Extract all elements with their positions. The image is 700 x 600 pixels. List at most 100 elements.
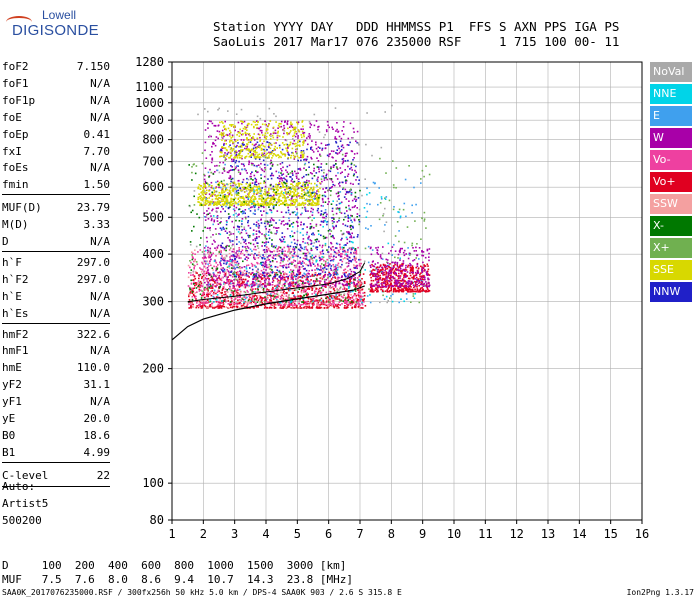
echo-point	[257, 171, 259, 173]
echo-point	[232, 294, 235, 297]
echo-point	[346, 210, 348, 212]
echo-point	[314, 195, 316, 197]
y-tick-label: 1280	[135, 55, 164, 69]
echo-point	[311, 189, 314, 192]
echo-point	[277, 279, 280, 282]
echo-point	[271, 256, 274, 259]
echo-point	[253, 298, 256, 300]
echo-point	[336, 221, 339, 223]
echo-point	[208, 184, 211, 186]
echo-point	[196, 291, 198, 293]
echo-point	[228, 231, 231, 233]
echo-point	[347, 220, 349, 222]
echo-point	[294, 194, 296, 197]
echo-point	[249, 307, 252, 309]
echo-point	[225, 139, 227, 142]
echo-point	[358, 291, 360, 293]
echo-point	[366, 295, 369, 297]
echo-point	[253, 157, 256, 159]
echo-point	[331, 207, 334, 210]
echo-point	[292, 142, 294, 145]
echo-point	[240, 305, 243, 307]
echo-point	[293, 134, 295, 137]
echo-point	[284, 278, 286, 281]
echo-point	[232, 272, 234, 275]
echo-point	[356, 213, 359, 215]
echo-point	[320, 306, 322, 309]
param-row: hmF2 322.6	[2, 326, 110, 344]
echo-point	[327, 274, 329, 276]
echo-point	[210, 135, 212, 138]
echo-point	[255, 295, 258, 297]
echo-point	[212, 208, 214, 211]
echo-point	[279, 178, 282, 180]
echo-point	[305, 293, 307, 295]
echo-point	[333, 297, 336, 299]
echo-point	[335, 174, 337, 177]
echo-point	[222, 226, 225, 229]
echo-point	[252, 278, 254, 280]
echo-point	[252, 229, 255, 231]
echo-point	[292, 271, 295, 274]
echo-point	[203, 257, 206, 260]
echo-point	[230, 131, 232, 134]
echo-point	[357, 183, 360, 185]
echo-point	[214, 139, 217, 142]
echo-point	[218, 186, 220, 189]
echo-point	[289, 303, 291, 305]
echo-point	[351, 215, 353, 217]
echo-point	[216, 180, 219, 183]
echo-point	[308, 283, 311, 286]
echo-point	[345, 215, 347, 218]
echo-point	[344, 257, 346, 259]
echo-point	[314, 239, 317, 241]
echo-point	[254, 237, 256, 240]
echo-point	[213, 143, 215, 145]
echo-point	[240, 203, 242, 205]
echo-point	[287, 153, 290, 155]
echo-point	[302, 238, 305, 240]
echo-point	[297, 307, 299, 309]
echo-point	[306, 276, 308, 279]
echo-point	[227, 151, 230, 154]
echo-point	[192, 252, 194, 255]
echo-point	[278, 135, 281, 137]
echo-point	[307, 173, 310, 176]
echo-point	[317, 292, 319, 294]
echo-point	[201, 199, 204, 202]
echo-point	[249, 234, 251, 237]
echo-point	[388, 199, 391, 202]
echo-point	[191, 295, 194, 298]
echo-point	[223, 293, 225, 296]
echo-point	[304, 289, 306, 291]
echo-point	[341, 162, 344, 165]
echo-point	[214, 194, 217, 197]
echo-point	[318, 203, 320, 205]
echo-point	[307, 243, 310, 246]
echo-point	[333, 301, 335, 303]
x-tick-label: 5	[294, 527, 301, 541]
echo-point	[311, 289, 313, 291]
echo-point	[301, 285, 304, 288]
echo-point	[295, 289, 297, 291]
echo-point	[274, 272, 276, 274]
echo-point	[244, 132, 247, 134]
echo-point	[221, 190, 223, 192]
echo-point	[206, 294, 209, 296]
echo-point	[270, 232, 273, 234]
echo-point	[277, 124, 280, 127]
echo-point	[286, 228, 289, 230]
echo-point	[394, 256, 396, 259]
echo-point	[298, 273, 300, 276]
echo-point	[273, 142, 276, 145]
echo-point	[330, 274, 332, 276]
echo-point	[344, 274, 346, 277]
echo-point	[211, 243, 214, 245]
echo-point	[340, 230, 342, 232]
echo-point	[333, 306, 335, 308]
echo-point	[250, 162, 253, 165]
echo-point	[306, 137, 308, 139]
param-label: h`F	[2, 255, 22, 269]
echo-point	[242, 127, 245, 130]
echo-point	[261, 131, 263, 134]
